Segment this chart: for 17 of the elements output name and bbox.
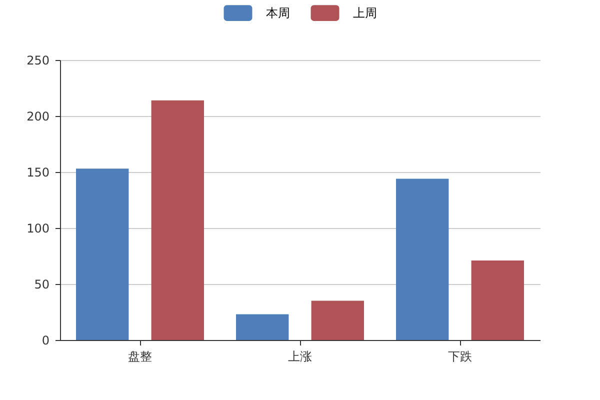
- y-tick-label: 50: [34, 278, 50, 292]
- legend-label: 上周: [353, 6, 377, 20]
- y-tick-label: 0: [42, 334, 50, 348]
- bar: [396, 178, 449, 340]
- x-tick-label: 盘整: [128, 350, 152, 364]
- y-tick-label: 100: [26, 222, 50, 236]
- bar: [236, 314, 289, 340]
- y-tick-label: 150: [26, 166, 50, 180]
- y-tick-label: 250: [26, 54, 50, 68]
- x-tick-label: 上涨: [288, 350, 312, 364]
- bar: [311, 300, 364, 340]
- bar: [471, 260, 524, 340]
- x-tick-label: 下跌: [448, 350, 472, 364]
- bar: [76, 168, 129, 340]
- bar: [151, 100, 204, 340]
- legend-label: 本周: [266, 6, 290, 20]
- y-tick-label: 200: [26, 110, 50, 124]
